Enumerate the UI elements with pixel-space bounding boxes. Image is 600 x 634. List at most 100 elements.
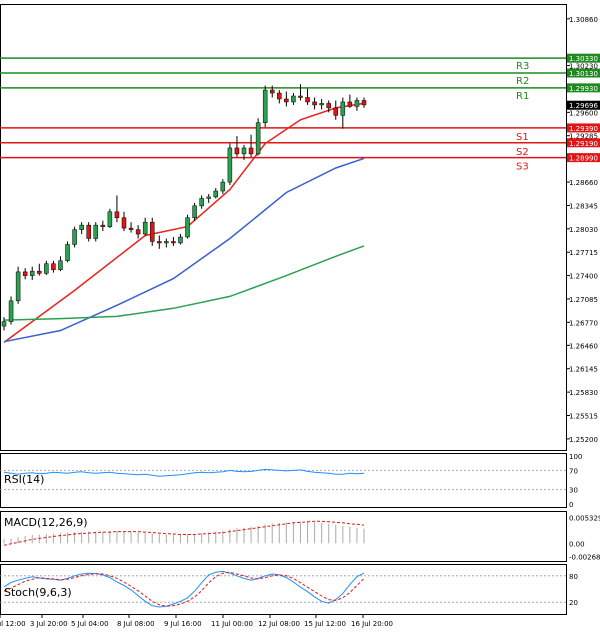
- level-name-r1: R1: [516, 91, 529, 102]
- candle-body-bearish: [298, 95, 303, 98]
- candle-body-bullish: [107, 211, 113, 227]
- candle-body-bearish: [149, 221, 155, 242]
- rsi-tick-label: 30: [569, 487, 578, 495]
- candle-body-bearish: [121, 217, 127, 229]
- candle-body-bearish: [128, 227, 134, 230]
- candle-body-bullish: [199, 198, 204, 207]
- candle-body-bullish: [58, 260, 63, 270]
- candle-body-bullish: [206, 196, 211, 199]
- level-name-s1: S1: [516, 132, 529, 143]
- indicator-label-rsi: RSI(14): [4, 473, 44, 486]
- level-price-tag-r1: [567, 83, 600, 93]
- candle-body-bearish: [284, 98, 289, 103]
- level-price-tag-s1: [567, 123, 600, 133]
- macd-signal-line: [3, 520, 365, 546]
- price-tick-label: 1.27400: [569, 273, 598, 281]
- candle-body-bullish: [213, 190, 219, 198]
- level-name-r3: R3: [516, 61, 529, 72]
- level-price-label-r3: 1.30330: [569, 55, 598, 63]
- price-tick-label: 1.30230: [569, 63, 598, 71]
- candle-body-bullish: [340, 101, 346, 116]
- rsi-tick-label: 0: [569, 501, 573, 509]
- level-name-r2: R2: [516, 76, 529, 87]
- candle-body-bearish: [305, 97, 310, 103]
- candle-body-bearish: [135, 229, 141, 235]
- level-labels: R3 1.30330 R2 1.30130 R1 1.29930 S1 1.29390 S2 1.…: [516, 53, 600, 173]
- moving-average-line-1: [3, 157, 365, 343]
- level-price-tag-r3: [567, 53, 600, 63]
- candle-body-bullish: [192, 205, 197, 218]
- candle-body-bullish: [178, 236, 183, 244]
- price-tick-label: 1.27085: [569, 296, 598, 304]
- level-price-tag-r2: [567, 68, 600, 78]
- candle-body-bullish: [185, 217, 190, 238]
- price-tick-label: 1.26460: [569, 342, 598, 350]
- time-tick-label: 15 Jul 12:00: [304, 620, 346, 628]
- candle-body-bearish: [248, 147, 254, 155]
- stoch-signal-line: [3, 571, 365, 607]
- candle-body-bullish: [164, 241, 169, 244]
- price-tick-label: 1.28345: [569, 202, 598, 210]
- candle-body-bearish: [171, 241, 176, 244]
- candle-body-bullish: [65, 244, 70, 262]
- indicator-label-macd: MACD(12,26,9): [4, 516, 88, 529]
- indicator-panels: 100 70 30 0 RSI(14) 0.005329 0.00 -0.002689 MACD…: [0, 453, 600, 608]
- current-price-label: 1.29696: [569, 102, 598, 110]
- candle-body-bullish: [44, 263, 49, 274]
- candle-body-bullish: [93, 224, 99, 239]
- price-tick-label: 1.29600: [569, 109, 598, 117]
- moving-average-line-2: [3, 245, 365, 321]
- candle-body-bearish: [157, 241, 162, 244]
- stoch-tick-label: 20: [569, 599, 578, 607]
- time-tick-label: 12 Jul 08:00: [258, 620, 300, 628]
- time-tick-label: 3 Jul 20:00: [30, 620, 68, 628]
- candle-body-bullish: [291, 95, 296, 103]
- candle-body-bullish: [241, 147, 247, 155]
- candle-body-bullish: [354, 100, 360, 107]
- moving-averages: [3, 102, 365, 344]
- candle-body-bearish: [37, 270, 42, 274]
- support-resistance-levels: [0, 57, 566, 159]
- macd-tick-label: 0.005329: [569, 514, 600, 522]
- indicator-panel-frame-2: [0, 564, 567, 615]
- time-tick-label: 8 Jul 08:00: [117, 620, 155, 628]
- price-tick-label: 1.28660: [569, 179, 598, 187]
- price-tick-label: 1.27715: [569, 249, 598, 257]
- level-price-label-s3: 1.28990: [569, 155, 598, 163]
- time-tick-label: 5 Jul 04:00: [71, 620, 109, 628]
- candle-body-bearish: [100, 224, 106, 227]
- candle-body-bearish: [86, 224, 91, 239]
- candle-body-bearish: [333, 107, 339, 116]
- candle-body-bearish: [361, 100, 367, 106]
- candle-body-bullish: [262, 89, 268, 123]
- candle-body-bearish: [22, 271, 28, 276]
- price-tick-label: 1.25830: [569, 389, 598, 397]
- candle-body-bullish: [8, 300, 14, 322]
- panel-frames: [0, 4, 567, 615]
- candle-body-bullish: [1, 321, 7, 327]
- price-tick-label: 1.25515: [569, 412, 598, 420]
- time-tick-label: 2 Jul 12:00: [0, 620, 26, 628]
- indicator-panel-frame-1: [0, 511, 567, 562]
- price-tick-label: 1.30860: [569, 16, 598, 24]
- level-price-label-s1: 1.29390: [569, 125, 598, 133]
- candle-body-bearish: [51, 263, 56, 270]
- indicator-panel-frame-0: [0, 453, 567, 508]
- candle-body-bullish: [79, 224, 84, 230]
- candle-body-bearish: [269, 89, 275, 94]
- price-tick-label: 1.25200: [569, 436, 598, 444]
- macd-tick-label: 0.00: [569, 540, 585, 548]
- time-tick-label: 16 Jul 20:00: [351, 620, 393, 628]
- level-price-label-r2: 1.30130: [569, 70, 598, 78]
- time-axis: 2 Jul 12:00 3 Jul 20:005 Jul 04:00 8 Jul 0…: [0, 614, 393, 628]
- level-price-tag-s3: [567, 153, 600, 163]
- level-price-label-r1: 1.29930: [569, 85, 598, 93]
- time-tick-label: 11 Jul 00:00: [211, 620, 253, 628]
- price-tick-label: 1.29285: [569, 133, 598, 141]
- candle-body-bullish: [319, 103, 324, 106]
- time-tick-label: 9 Jul 16:00: [164, 620, 202, 628]
- level-price-label-s2: 1.29190: [569, 140, 598, 148]
- candle-body-bearish: [277, 92, 282, 100]
- price-tick-label: 1.28030: [569, 226, 598, 234]
